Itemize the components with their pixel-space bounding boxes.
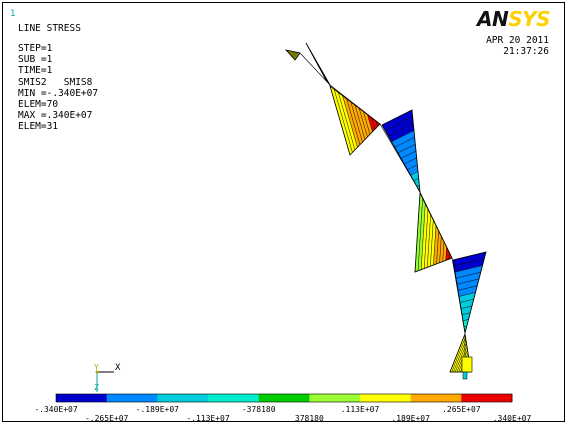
element-path-line [299, 52, 466, 372]
window-number: 1 [10, 9, 16, 19]
info-line-time: TIME=1 [18, 65, 53, 77]
stress-segment-3 [329, 84, 381, 156]
legend-label-upper-0: -.340E+07 [34, 405, 78, 414]
legend-swatch [360, 394, 412, 402]
date-stamp: APR 20 2011 21:37:26 [486, 35, 549, 57]
info-line-max: MAX =.340E+07 [18, 110, 93, 122]
legend-swatch [106, 394, 158, 402]
legend-swatch [309, 394, 361, 402]
info-line-items: SMIS2 SMIS8 [18, 76, 93, 88]
legend-swatch [461, 394, 513, 402]
axis-triad [95, 370, 114, 392]
legend-label-lower-4: .340E+07 [492, 414, 532, 423]
info-line-max-elem: ELEM=31 [18, 121, 59, 133]
plot-title: LINE STRESS [18, 23, 81, 34]
legend-label-upper-3: .113E+07 [340, 405, 380, 414]
legend-bar-border [55, 393, 513, 403]
info-line-sub: SUB =1 [18, 54, 53, 66]
legend-swatch [208, 394, 260, 402]
legend-label-lower-2: 378180 [294, 414, 324, 423]
triad-z-label: Z [94, 383, 99, 392]
ansys-logo: ANSYS [476, 7, 551, 31]
info-line-min: MIN =-.340E+07 [18, 87, 99, 99]
legend-swatch [410, 394, 462, 402]
logo-part-sys: SYS [508, 7, 550, 31]
triad-y-label: Y [94, 363, 99, 372]
info-line-step: STEP=1 [18, 43, 53, 54]
info-line-min-elem: ELEM=70 [18, 99, 59, 111]
graphics-window[interactable]: 1 LINE STRESS STEP=1 SUB =1 TIME=1 SMIS2… [2, 2, 565, 422]
legend-label-lower-3: .189E+07 [391, 414, 430, 423]
logo-part-an: AN [476, 7, 509, 31]
result-info-block: STEP=1 SUB =1 TIME=1 SMIS2 SMIS8 MIN =-.… [18, 43, 98, 133]
triad-x-label: X [115, 363, 121, 373]
stress-segment-5 [414, 191, 453, 273]
legend-swatch [56, 394, 108, 402]
stress-segment-4 [381, 109, 421, 193]
stress-segment-1 [284, 49, 301, 61]
stress-segment-2 [305, 42, 331, 86]
support-base [462, 371, 468, 380]
legend-swatch [258, 394, 310, 402]
stress-segment-6 [452, 251, 487, 334]
support-stub [461, 356, 473, 373]
time-label: 21:37:26 [503, 46, 549, 57]
legend-label-upper-4: .265E+07 [442, 405, 481, 414]
date-label: APR 20 2011 [486, 35, 549, 46]
legend-label-lower-1: -.113E+07 [186, 414, 230, 423]
legend-label-lower-0: -.265E+07 [84, 414, 129, 423]
legend-swatch [157, 394, 209, 402]
legend-label-upper-2: -378180 [241, 405, 276, 414]
legend-label-upper-1: -.189E+07 [135, 405, 179, 414]
